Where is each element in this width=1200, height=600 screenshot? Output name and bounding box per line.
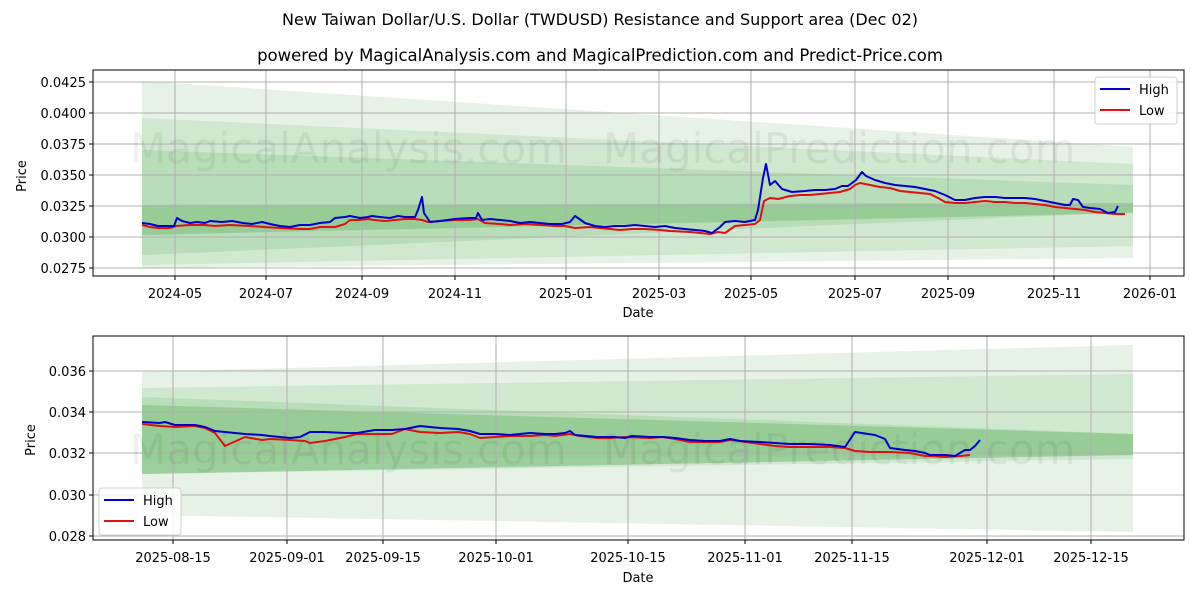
- legend-high-label: High: [143, 494, 173, 509]
- y-tick-label: 0.0300: [41, 231, 87, 246]
- top-axes-frame: [92, 69, 1185, 277]
- y-tick-label: 0.028: [49, 530, 86, 545]
- watermark-magicalprediction: MagicalPrediction.com: [603, 425, 1076, 474]
- top-band-inner: [142, 203, 1133, 235]
- y-tick-label: 0.0325: [41, 200, 87, 215]
- top-high-line: [141, 163, 1119, 234]
- bottom-x-axis-label: Date: [622, 571, 653, 586]
- bottom-x-axis: 2025-08-15 2025-09-01 2025-09-15 2025-10…: [135, 540, 1129, 586]
- x-tick-label: 2024-05: [148, 287, 202, 302]
- x-tick-label: 2025-11-15: [814, 551, 890, 566]
- x-tick-label: 2025-07: [828, 287, 882, 302]
- y-tick-label: 0.030: [49, 489, 86, 504]
- chart-title: New Taiwan Dollar/U.S. Dollar (TWDUSD) R…: [282, 10, 918, 29]
- watermark-magicalanalysis: MagicalAnalysis.com: [130, 124, 567, 173]
- top-chart: MagicalAnalysis.com MagicalPrediction.co…: [15, 69, 1185, 321]
- bottom-legend: High Low: [98, 487, 182, 536]
- top-y-axis: 0.0275 0.0300 0.0325 0.0350 0.0375 0.040…: [15, 76, 93, 277]
- x-tick-label: 2024-07: [239, 287, 293, 302]
- top-legend: High Low: [1094, 76, 1178, 125]
- x-tick-label: 2025-09-01: [249, 551, 325, 566]
- x-tick-label: 2025-09-15: [345, 551, 421, 566]
- y-tick-label: 0.034: [49, 406, 86, 421]
- top-x-axis-label: Date: [622, 306, 653, 321]
- x-tick-label: 2025-05: [724, 287, 778, 302]
- legend-low-label: Low: [143, 515, 169, 530]
- bottom-grid: [93, 336, 1184, 540]
- bottom-chart: MagicalAnalysis.com MagicalPrediction.co…: [24, 335, 1185, 586]
- x-tick-label: 2025-11-01: [707, 551, 783, 566]
- x-tick-label: 2025-12-15: [1053, 551, 1129, 566]
- x-tick-label: 2024-09: [335, 287, 389, 302]
- x-tick-label: 2026-01: [1123, 287, 1177, 302]
- watermark-magicalprediction: MagicalPrediction.com: [603, 124, 1076, 173]
- chart-subtitle: powered by MagicalAnalysis.com and Magic…: [257, 46, 943, 65]
- top-y-axis-label: Price: [15, 160, 30, 192]
- x-tick-label: 2025-01: [539, 287, 593, 302]
- y-tick-label: 0.036: [49, 365, 86, 380]
- y-tick-label: 0.0275: [41, 262, 87, 277]
- bottom-y-axis: 0.028 0.030 0.032 0.034 0.036 Price: [24, 365, 93, 545]
- y-tick-label: 0.0425: [41, 76, 87, 91]
- top-grid: [93, 70, 1184, 276]
- bottom-high-line: [141, 421, 981, 457]
- y-tick-label: 0.0400: [41, 107, 87, 122]
- x-tick-label: 2025-10-01: [458, 551, 534, 566]
- legend-low-label: Low: [1139, 104, 1165, 119]
- x-tick-label: 2025-03: [632, 287, 686, 302]
- legend-high-label: High: [1139, 83, 1169, 98]
- bottom-axes-frame: [92, 335, 1185, 541]
- top-low-line: [141, 182, 1125, 235]
- x-tick-label: 2025-11: [1027, 287, 1081, 302]
- x-tick-label: 2025-09: [921, 287, 975, 302]
- y-tick-label: 0.032: [49, 447, 86, 462]
- y-tick-label: 0.0375: [41, 138, 87, 153]
- x-tick-label: 2025-12-01: [949, 551, 1025, 566]
- top-x-axis: 2024-05 2024-07 2024-09 2024-11 2025-01 …: [148, 276, 1177, 321]
- x-tick-label: 2024-11: [428, 287, 482, 302]
- x-tick-label: 2025-10-15: [590, 551, 666, 566]
- bottom-low-line: [141, 423, 971, 458]
- bottom-band-inner: [142, 405, 1133, 474]
- y-tick-label: 0.0350: [41, 169, 87, 184]
- x-tick-label: 2025-08-15: [135, 551, 211, 566]
- bottom-y-axis-label: Price: [24, 424, 39, 456]
